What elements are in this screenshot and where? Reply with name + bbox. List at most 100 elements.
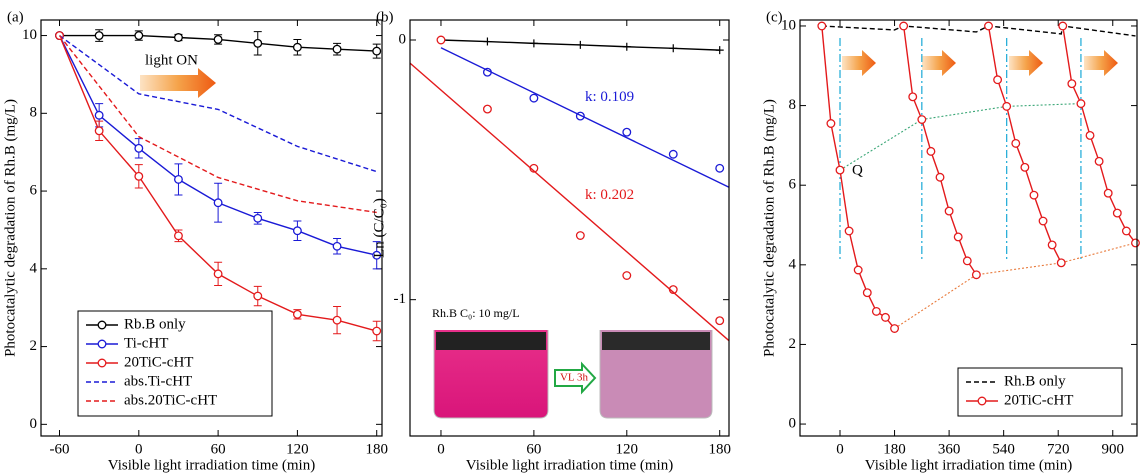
light-arrow xyxy=(842,50,876,76)
marker xyxy=(483,37,492,46)
marker xyxy=(853,265,863,275)
legend-marker xyxy=(97,320,107,330)
marker xyxy=(529,93,539,103)
marker xyxy=(372,46,382,56)
legend-label: Rb.B only xyxy=(124,316,186,332)
marker xyxy=(253,291,263,301)
light-arrow xyxy=(1009,50,1043,76)
legend-marker xyxy=(977,396,987,406)
series-line xyxy=(440,47,730,188)
marker xyxy=(935,172,945,182)
marker xyxy=(835,165,845,175)
y-tick-label: -1 xyxy=(394,291,407,307)
annotation: light ON xyxy=(145,52,198,68)
y-tick-label: 0 xyxy=(789,415,797,431)
marker xyxy=(971,270,981,280)
marker xyxy=(993,75,1003,85)
y-tick-label: 0 xyxy=(30,416,38,432)
light-arrow xyxy=(1084,50,1118,76)
legend-marker xyxy=(97,358,107,368)
series-line xyxy=(58,35,377,214)
marker xyxy=(1131,238,1140,248)
marker xyxy=(174,231,183,241)
x-tick-label: 120 xyxy=(286,441,309,457)
marker xyxy=(94,126,104,136)
marker xyxy=(372,250,382,260)
fit-label: k: 0.109 xyxy=(585,89,634,105)
marker xyxy=(436,35,446,45)
marker xyxy=(1121,226,1131,236)
x-tick-label: 900 xyxy=(1102,441,1125,457)
x-tick-label: -60 xyxy=(50,441,70,457)
legend-label: 20TiC-cHT xyxy=(124,354,193,370)
process-arrow xyxy=(554,361,597,395)
y-tick-label: 6 xyxy=(789,177,797,193)
inset: VL 3h Rh.B C₀: 10 mg/L xyxy=(420,302,720,430)
series-line xyxy=(821,25,1136,37)
y-axis-label: Ln (C/C₀) xyxy=(371,198,387,258)
y-axis-label: Photocatalytic degradation of Rh.B (mg/L… xyxy=(2,99,18,357)
plot-frame xyxy=(40,19,383,437)
marker xyxy=(1056,258,1066,268)
fit-label: k: 0.202 xyxy=(585,187,634,203)
marker xyxy=(1067,79,1077,89)
marker xyxy=(213,34,223,44)
marker xyxy=(292,226,302,236)
y-tick-label: 6 xyxy=(30,183,38,199)
beaker xyxy=(599,330,713,419)
marker xyxy=(332,44,342,54)
legend-label: abs.Ti-cHT xyxy=(124,373,192,389)
y-tick-label: 0 xyxy=(399,31,407,47)
guide-line xyxy=(894,242,1136,329)
marker xyxy=(174,174,183,184)
marker xyxy=(669,44,678,53)
marker xyxy=(668,149,678,159)
annotation: Q xyxy=(852,162,863,178)
marker xyxy=(1038,216,1048,226)
marker xyxy=(890,324,900,333)
marker xyxy=(575,231,585,240)
marker xyxy=(1076,99,1086,109)
marker xyxy=(134,143,144,153)
marker xyxy=(482,104,492,114)
marker xyxy=(529,39,538,48)
marker xyxy=(715,163,725,173)
x-tick-label: 0 xyxy=(836,441,844,457)
marker xyxy=(622,127,632,137)
marker xyxy=(944,206,954,216)
x-tick-label: 60 xyxy=(526,441,541,457)
marker xyxy=(715,46,724,55)
marker xyxy=(899,21,909,31)
marker xyxy=(953,232,963,242)
marker xyxy=(1103,188,1113,198)
x-axis-label: Visible light irradiation time (min) xyxy=(865,457,1072,473)
catalyst xyxy=(436,332,546,350)
inset-caption: Rh.B C₀: 10 mg/L xyxy=(432,306,520,320)
x-tick-label: 180 xyxy=(365,441,388,457)
legend-label: Ti-cHT xyxy=(124,335,168,351)
marker xyxy=(1085,130,1095,140)
x-tick-label: 60 xyxy=(211,441,226,457)
plot-frame xyxy=(799,19,1138,437)
y-tick-label: 10 xyxy=(781,17,796,33)
marker xyxy=(332,315,342,325)
legend-label: abs.20TiC-cHT xyxy=(124,392,217,408)
y-tick-label: 4 xyxy=(789,256,797,272)
x-tick-label: 360 xyxy=(938,441,961,457)
marker xyxy=(844,226,854,236)
plot-frame xyxy=(409,19,730,437)
marker xyxy=(1011,138,1021,148)
marker xyxy=(862,288,872,298)
marker xyxy=(372,326,382,336)
marker xyxy=(871,306,881,316)
marker xyxy=(984,21,993,31)
x-tick-label: 0 xyxy=(135,441,143,457)
panel-label: (b) xyxy=(376,9,394,25)
marker xyxy=(1029,190,1039,200)
marker xyxy=(576,40,585,49)
y-tick-label: 10 xyxy=(22,27,37,43)
x-axis-label: Visible light irradiation time (min) xyxy=(108,457,315,473)
marker xyxy=(917,115,927,124)
y-tick-label: 4 xyxy=(30,260,38,276)
